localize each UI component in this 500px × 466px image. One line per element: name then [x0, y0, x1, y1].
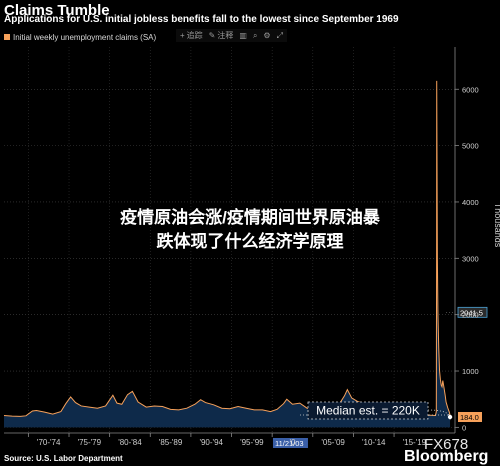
- last-point-marker: [447, 414, 453, 420]
- search-button[interactable]: ⌕: [253, 31, 257, 41]
- track-button[interactable]: + 追踪: [180, 30, 203, 41]
- y-tick-label: 2000: [462, 311, 479, 320]
- chart-title: Claims Tumble: [4, 2, 110, 19]
- chart-icon: ▥: [239, 31, 247, 40]
- watermark: FX678: [424, 436, 469, 453]
- x-tick-label: '85-'89: [159, 438, 183, 447]
- median-label: Median est. = 220K: [316, 404, 420, 418]
- y-tick-label: 0: [462, 423, 466, 432]
- chart-type-button[interactable]: ▥: [239, 31, 247, 40]
- x-tick-label: '0: [289, 438, 296, 447]
- axis-layer: 0 1000 2000 3000 4000 5000 6000 Thousands '70-'7…: [4, 47, 500, 447]
- chart-subtitle: Applications for U.S. initial jobless be…: [4, 14, 399, 25]
- x-tick-label: '05-'09: [321, 438, 345, 447]
- settings-button[interactable]: ⚙: [263, 31, 270, 40]
- annotate-button[interactable]: ✎ 注释: [209, 30, 234, 41]
- legend-swatch: [4, 34, 10, 40]
- track-label: 追踪: [186, 31, 203, 40]
- series-area: [4, 80, 451, 428]
- expand-icon: ⤢: [276, 30, 283, 40]
- source-note: Source: U.S. Labor Department: [4, 454, 123, 463]
- area-layer: [3, 80, 451, 428]
- last-date-label: 11/21/03: [275, 439, 304, 448]
- y-tick-label: 5000: [462, 142, 479, 151]
- x-tick-label: '75-'79: [78, 438, 102, 447]
- series-line: [3, 80, 451, 418]
- y-tick-label: 1000: [462, 367, 479, 376]
- legend-label: Initial weekly unemployment claims (SA): [13, 32, 157, 42]
- annotate-label: 注释: [217, 31, 234, 40]
- last-value-label: 184.0: [460, 413, 479, 422]
- crosshair-value-label: 2041.5: [460, 308, 483, 317]
- x-tick-label: '10-'14: [362, 438, 386, 447]
- expand-button[interactable]: ⤢: [277, 31, 283, 41]
- median-label-box: [307, 401, 429, 420]
- median-connector: [427, 409, 451, 421]
- comment-icon: ✎: [208, 31, 216, 40]
- x-tick-label: '70-'74: [37, 438, 61, 447]
- legend: Initial weekly unemployment claims (SA): [4, 30, 156, 44]
- x-tick-label: '90-'94: [199, 438, 223, 447]
- annotation-layer: Median est. = 220K 184.0 2041.5 11/21/03: [272, 306, 488, 448]
- x-tick-label: '80-'84: [118, 438, 142, 447]
- brand-logo: Bloomberg: [404, 448, 489, 465]
- plus-icon: +: [180, 31, 185, 40]
- last-value-tag: [458, 411, 482, 422]
- crosshair-tag: [457, 306, 488, 318]
- y-tick-label: 3000: [462, 254, 479, 263]
- chart-toolbar: + 追踪 ✎ 注释 ▥ ⌕ ⚙ ⤢: [176, 29, 287, 42]
- y-tick-label: 6000: [462, 85, 479, 94]
- x-tick-label: '95-'99: [240, 438, 264, 447]
- grid-layer: [4, 47, 455, 433]
- x-tick-label: '15-'19: [403, 438, 427, 447]
- y-tick-label: 4000: [462, 198, 479, 207]
- gear-icon: ⚙: [263, 31, 271, 40]
- y-axis-title: Thousands: [493, 203, 500, 248]
- search-icon: ⌕: [252, 30, 258, 40]
- last-date-badge: [272, 438, 308, 448]
